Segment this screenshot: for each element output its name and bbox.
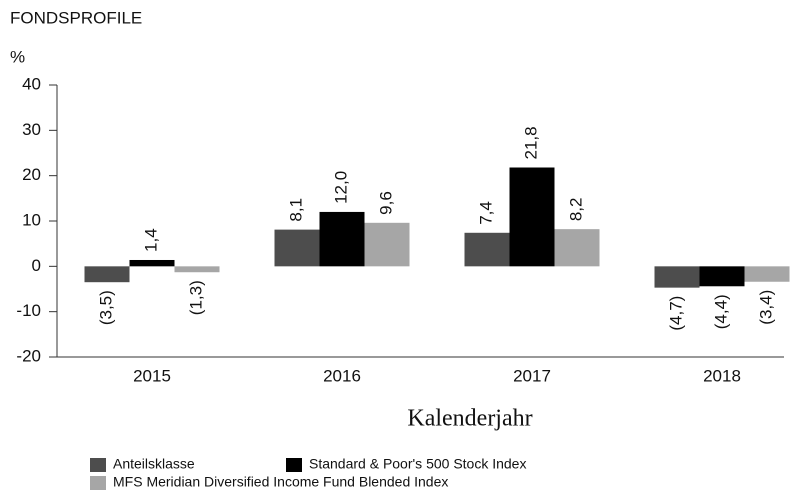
bar — [554, 229, 600, 267]
value-label: 7,4 — [476, 201, 495, 225]
value-label: 12,0 — [331, 171, 350, 204]
value-label: 1,4 — [141, 228, 160, 252]
x-axis-label: Kalenderjahr — [407, 406, 532, 432]
bar — [274, 229, 320, 267]
legend-label: MFS Meridian Diversified Income Fund Ble… — [113, 474, 448, 490]
bar — [464, 232, 510, 267]
value-label: (3,4) — [756, 290, 775, 325]
y-tick-label: 40 — [22, 74, 41, 93]
chart-title: FONDSPROFILE — [10, 8, 142, 27]
bar — [509, 167, 555, 267]
value-label: (4,7) — [666, 296, 685, 331]
x-tick-label: 2017 — [513, 366, 551, 385]
bar — [84, 266, 130, 283]
bar — [699, 266, 745, 287]
x-tick-label: 2015 — [133, 366, 171, 385]
y-tick-label: -20 — [16, 346, 41, 365]
y-tick-label: 30 — [22, 120, 41, 139]
bar — [129, 259, 175, 267]
legend-label: Standard & Poor's 500 Stock Index — [309, 456, 526, 472]
y-tick-label: 20 — [22, 165, 41, 184]
legend-swatch — [90, 476, 106, 490]
bar — [174, 266, 220, 273]
legend-label: Anteilsklasse — [113, 456, 195, 472]
y-tick-label: -10 — [16, 301, 41, 320]
value-label: (3,5) — [96, 290, 115, 325]
value-label: 8,1 — [286, 198, 305, 222]
bar — [744, 266, 790, 282]
y-tick-label: 0 — [32, 256, 41, 275]
y-axis-label: % — [10, 47, 25, 66]
x-tick-label: 2018 — [703, 366, 741, 385]
legend-swatch — [286, 458, 302, 472]
y-tick-label: 10 — [22, 210, 41, 229]
legend-swatch — [90, 458, 106, 472]
value-label: (1,3) — [186, 280, 205, 315]
value-label: (4,4) — [711, 294, 730, 329]
bar — [319, 211, 365, 267]
value-label: 8,2 — [566, 198, 585, 222]
x-tick-label: 2016 — [323, 366, 361, 385]
bar — [364, 222, 410, 267]
value-label: 9,6 — [376, 191, 395, 215]
bar — [654, 266, 700, 288]
value-label: 21,8 — [521, 126, 540, 159]
